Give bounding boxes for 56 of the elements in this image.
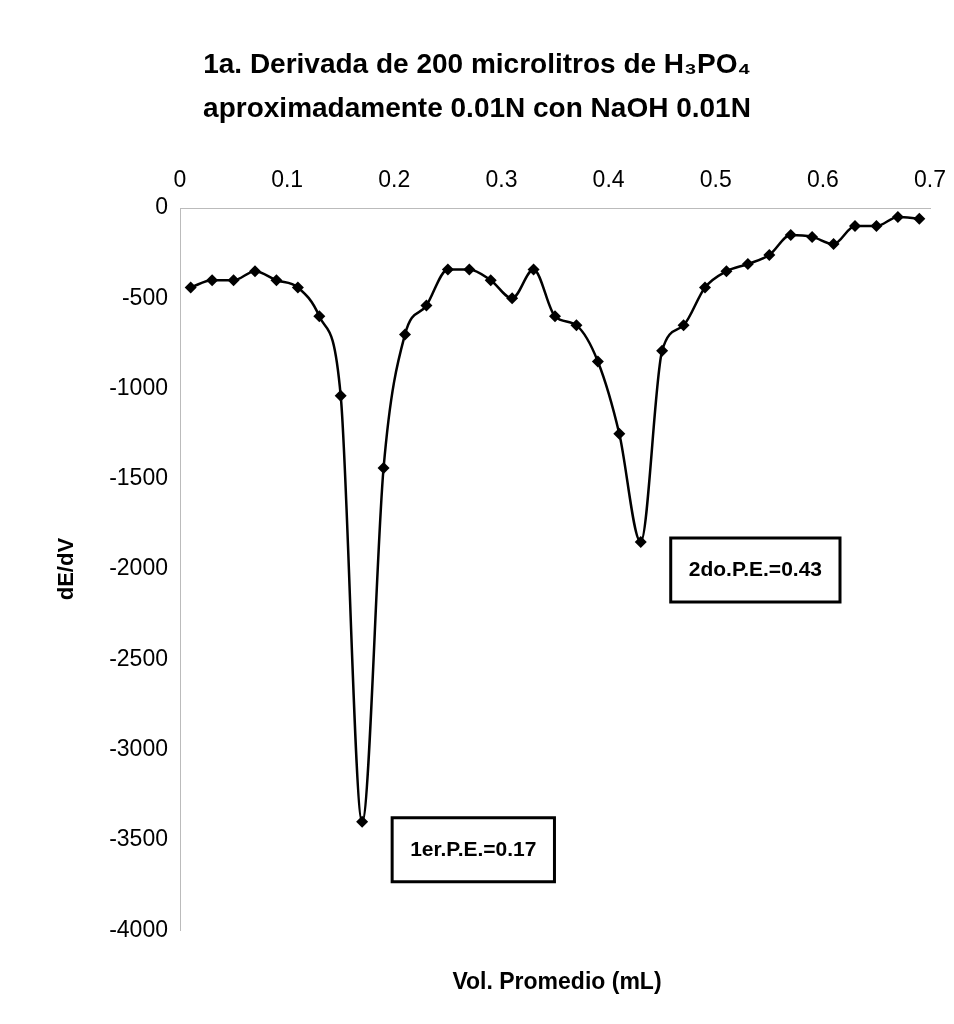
chart-title: 1a. Derivada de 200 microlitros de H₃PO₄ aproximadamente 0.01N con NaOH 0.01N — [202, 47, 752, 125]
point — [527, 263, 540, 276]
point — [463, 263, 476, 276]
point — [720, 265, 733, 278]
x-tick-label: 0.3 — [485, 165, 518, 192]
point — [677, 319, 690, 332]
point — [206, 274, 219, 287]
point — [891, 211, 904, 224]
point — [699, 281, 712, 294]
y-tick-label: -2000 — [109, 554, 168, 581]
y-tick-label: -500 — [121, 283, 168, 310]
y-tick-label: -2500 — [109, 644, 168, 671]
point — [656, 344, 669, 357]
x-tick-label: 0 — [173, 165, 187, 192]
point — [806, 230, 819, 243]
point — [227, 274, 240, 287]
x-tick-label: 0.4 — [592, 165, 625, 192]
annotation: 1er.P.E.=0.17 — [410, 836, 537, 860]
point — [827, 238, 840, 251]
x-tick-label: 0.5 — [699, 165, 732, 192]
point — [570, 319, 583, 332]
y-tick-label: -4000 — [109, 915, 168, 942]
point — [763, 248, 776, 261]
point — [741, 257, 754, 270]
annotation: 2do.P.E.=0.43 — [688, 556, 822, 580]
y-tick-label: -1000 — [109, 373, 168, 400]
x-tick-label: 0.6 — [806, 165, 839, 192]
point — [441, 263, 454, 276]
point — [377, 461, 390, 474]
point — [356, 815, 369, 828]
y-tick-label: -3500 — [109, 825, 168, 852]
point — [270, 274, 283, 287]
point — [591, 355, 604, 368]
point — [399, 328, 411, 341]
point — [613, 427, 626, 440]
point — [913, 212, 926, 225]
x-tick-label: 0.2 — [378, 165, 411, 192]
y-axis-title: dE/dV — [53, 537, 79, 601]
point — [184, 281, 197, 294]
point — [313, 310, 326, 323]
point — [634, 536, 647, 549]
x-tick-label: 0.1 — [271, 165, 304, 192]
y-tick-label: -1500 — [109, 464, 168, 491]
point — [484, 274, 497, 287]
point — [334, 389, 347, 402]
point — [784, 229, 797, 242]
point — [870, 220, 883, 233]
x-tick-label: 0.7 — [914, 165, 947, 192]
point — [506, 292, 519, 305]
point — [549, 310, 562, 323]
point — [291, 281, 304, 294]
x-axis-title: Vol. Promedio (mL) — [451, 968, 663, 995]
y-tick-label: -3000 — [109, 734, 168, 761]
point — [420, 299, 433, 312]
y-tick-label: 0 — [155, 193, 168, 220]
point — [249, 265, 261, 278]
